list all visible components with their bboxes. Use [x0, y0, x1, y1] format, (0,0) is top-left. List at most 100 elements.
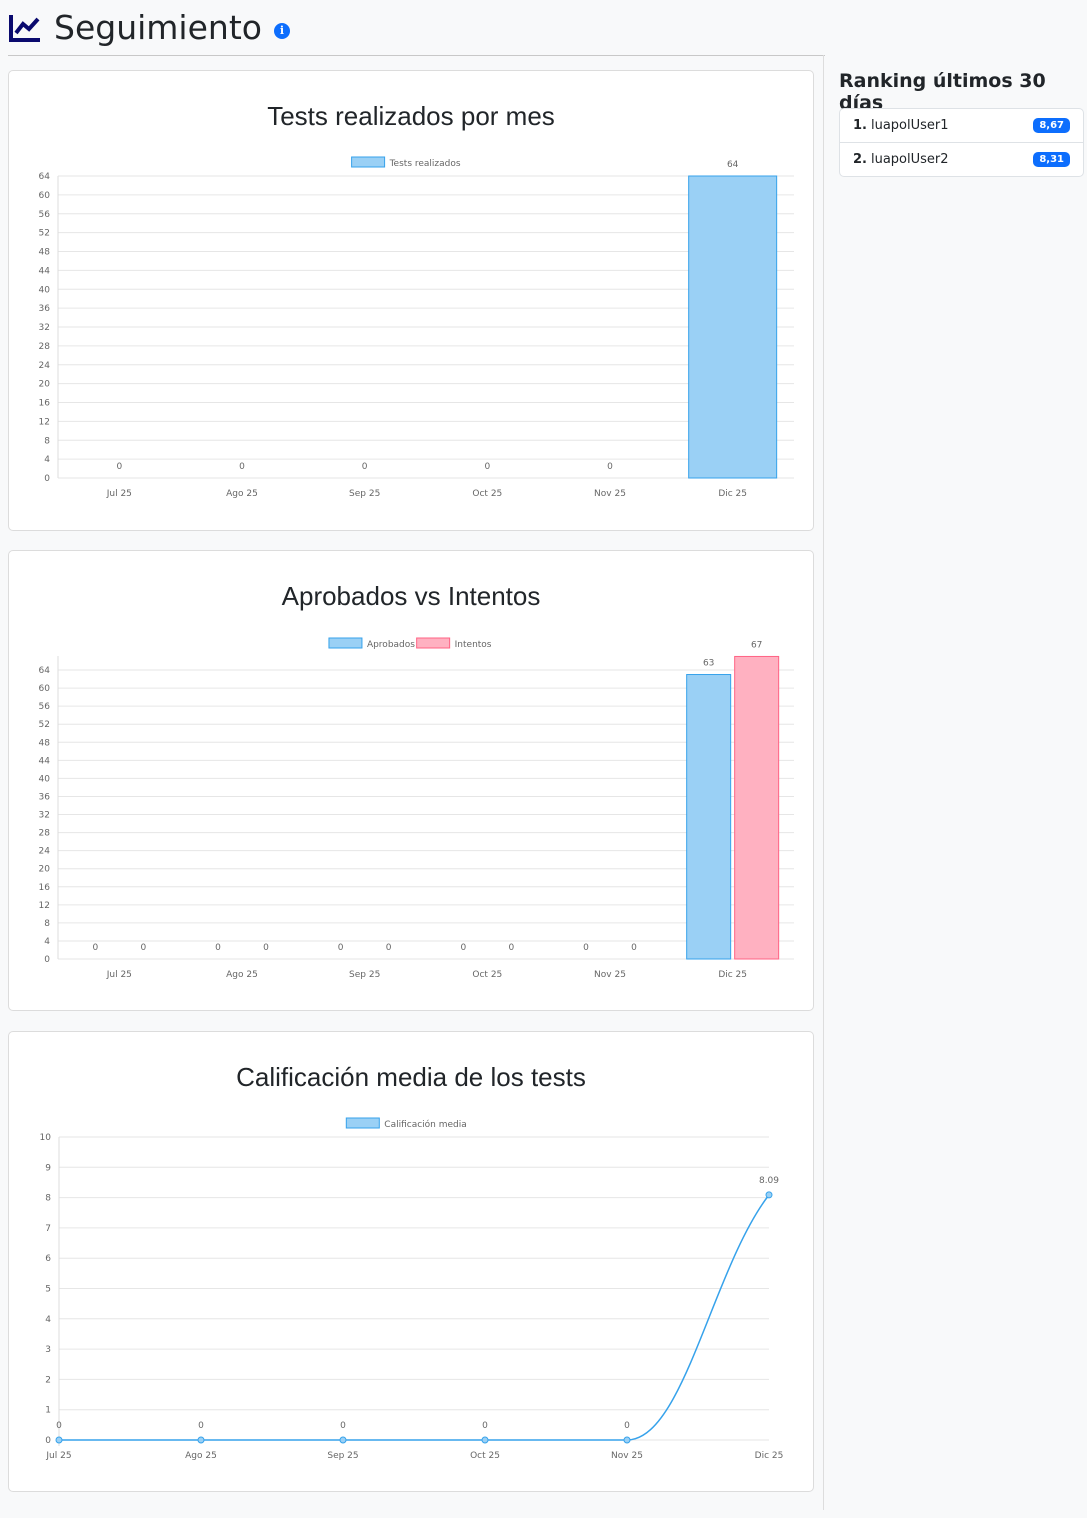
y-tick-label: 10 — [40, 1133, 52, 1143]
data-label: 0 — [116, 462, 122, 472]
y-tick-label: 8 — [44, 919, 50, 929]
y-tick-label: 7 — [45, 1224, 51, 1234]
y-tick-label: 0 — [45, 1436, 51, 1446]
series-line — [59, 1194, 770, 1441]
y-tick-label: 64 — [39, 666, 51, 676]
x-tick-label: Dic 25 — [718, 970, 747, 980]
y-tick-label: 8 — [44, 436, 50, 446]
y-tick-label: 20 — [39, 380, 51, 390]
legend-swatch — [416, 637, 451, 649]
data-label: 0 — [484, 462, 490, 472]
chart-title: Calificación media de los tests — [236, 1062, 586, 1092]
y-tick-label: 52 — [39, 720, 50, 730]
x-tick-label: Dic 25 — [755, 1451, 784, 1461]
y-tick-label: 28 — [39, 342, 51, 352]
data-label: 0 — [631, 943, 637, 953]
page-title: Seguimiento — [54, 8, 262, 47]
y-tick-label: 12 — [39, 417, 50, 427]
legend-swatch — [351, 156, 386, 168]
calificacion-chart: Calificación media de los tests Calificac… — [40, 1062, 784, 1461]
tests-chart: Tests realizados por mes Tests realizados… — [39, 101, 794, 499]
y-tick-label: 6 — [45, 1254, 51, 1264]
y-tick-label: 3 — [45, 1345, 51, 1355]
y-tick-label: 4 — [44, 455, 50, 465]
score-badge: 8,31 — [1033, 152, 1070, 167]
y-tick-label: 52 — [39, 229, 50, 239]
data-label: 67 — [751, 640, 762, 650]
y-tick-label: 40 — [39, 285, 51, 295]
data-label: 0 — [460, 943, 466, 953]
data-label: 8.09 — [759, 1176, 779, 1186]
data-label: 0 — [215, 943, 221, 953]
x-tick-label: Nov 25 — [611, 1451, 643, 1461]
y-tick-label: 24 — [39, 847, 51, 857]
data-point — [765, 1191, 773, 1199]
x-tick-label: Dic 25 — [718, 489, 747, 499]
data-label: 0 — [56, 1421, 62, 1431]
y-tick-label: 40 — [39, 774, 51, 784]
x-tick-label: Ago 25 — [185, 1451, 217, 1461]
y-tick-label: 12 — [39, 901, 50, 911]
data-point — [55, 1436, 63, 1444]
data-point — [197, 1436, 205, 1444]
legend-label: Aprobados — [367, 640, 415, 650]
y-tick-label: 9 — [45, 1163, 51, 1173]
x-tick-label: Ago 25 — [226, 970, 258, 980]
data-label: 64 — [727, 160, 739, 170]
y-tick-label: 8 — [45, 1194, 51, 1204]
rank-position: 1. — [853, 118, 867, 133]
y-tick-label: 0 — [44, 474, 50, 484]
data-label: 0 — [338, 943, 344, 953]
x-tick-label: Jul 25 — [45, 1451, 71, 1461]
chart-title: Tests realizados por mes — [267, 101, 555, 131]
y-tick-label: 56 — [39, 210, 51, 220]
x-tick-label: Oct 25 — [470, 1451, 500, 1461]
legend-swatch — [328, 637, 363, 649]
y-tick-label: 48 — [39, 738, 51, 748]
legend-swatch — [345, 1117, 380, 1129]
legend-label: Tests realizados — [389, 159, 461, 169]
bar — [734, 655, 780, 960]
x-tick-label: Nov 25 — [594, 489, 626, 499]
x-tick-label: Ago 25 — [226, 489, 258, 499]
data-point — [481, 1436, 489, 1444]
data-label: 0 — [263, 943, 269, 953]
y-tick-label: 48 — [39, 248, 51, 258]
data-point — [623, 1436, 631, 1444]
page-header: Seguimiento i — [8, 0, 825, 56]
bar — [688, 175, 778, 479]
y-tick-label: 36 — [39, 304, 51, 314]
ranking-list: 1. luapolUser1 8,67 2. luapolUser2 8,31 — [839, 108, 1084, 177]
bar — [686, 674, 732, 960]
y-tick-label: 44 — [39, 756, 51, 766]
y-tick-label: 44 — [39, 266, 51, 276]
info-icon[interactable]: i — [273, 22, 290, 39]
data-label: 0 — [508, 943, 514, 953]
data-label: 0 — [607, 462, 613, 472]
x-tick-label: Sep 25 — [349, 970, 380, 980]
y-tick-label: 32 — [39, 811, 50, 821]
y-tick-label: 4 — [45, 1315, 51, 1325]
data-label: 0 — [482, 1421, 488, 1431]
legend-label: Calificación media — [384, 1119, 467, 1130]
data-label: 63 — [703, 659, 714, 669]
y-tick-label: 60 — [39, 191, 51, 201]
y-tick-label: 4 — [44, 937, 50, 947]
rank-user: luapolUser2 — [870, 152, 949, 167]
y-tick-label: 64 — [39, 172, 51, 182]
score-badge: 8,67 — [1033, 118, 1070, 133]
x-tick-label: Oct 25 — [472, 489, 502, 499]
legend-label: Intentos — [455, 640, 492, 650]
ranking-item: 1. luapolUser1 8,67 — [840, 109, 1083, 143]
y-tick-label: 16 — [39, 399, 51, 409]
data-label: 0 — [624, 1421, 630, 1431]
data-label: 0 — [140, 943, 146, 953]
x-tick-label: Jul 25 — [106, 970, 132, 980]
chart-title: Aprobados vs Intentos — [282, 581, 541, 611]
y-tick-label: 2 — [45, 1375, 51, 1385]
x-tick-label: Sep 25 — [349, 489, 380, 499]
y-tick-label: 32 — [39, 323, 50, 333]
y-tick-label: 16 — [39, 883, 51, 893]
y-tick-label: 56 — [39, 702, 51, 712]
x-tick-label: Jul 25 — [106, 489, 132, 499]
